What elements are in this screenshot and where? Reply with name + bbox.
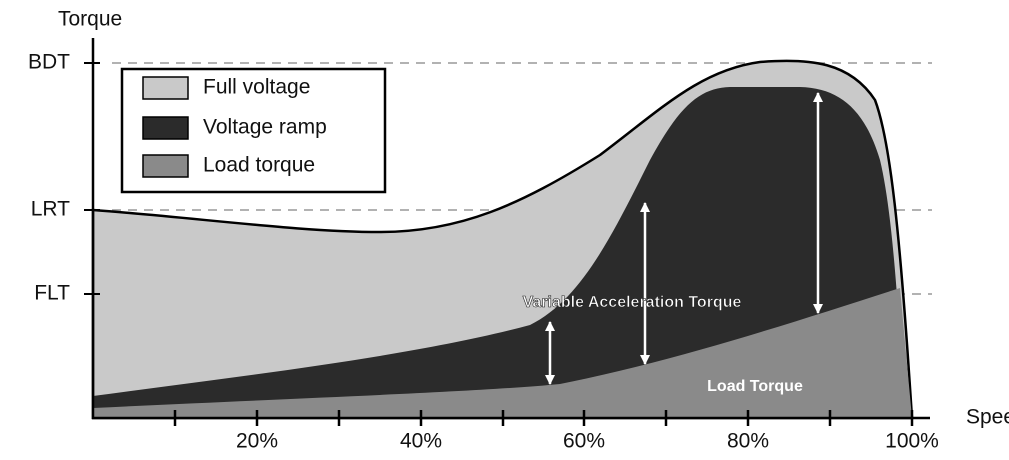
x-tick-label: 40%: [400, 430, 442, 453]
legend-swatch: [142, 154, 189, 178]
level-label: LRT: [31, 198, 70, 221]
torque-arrows: [545, 92, 823, 385]
load-torque-area: [93, 288, 912, 418]
level-label: FLT: [34, 282, 70, 305]
y-title: Torque: [58, 8, 122, 31]
x-tick-label: 100%: [885, 430, 939, 453]
legend-label: Load torque: [203, 154, 315, 177]
x-tick-label: 20%: [236, 430, 278, 453]
legend-label: Voltage ramp: [203, 116, 327, 139]
x-title: Speed: [966, 406, 1009, 429]
voltage-ramp-area: [93, 87, 905, 418]
legend: Full voltage Voltage ramp Load torque: [120, 67, 387, 194]
acceleration-label: Variable Acceleration Torque: [523, 294, 742, 311]
legend-swatch: [142, 76, 189, 100]
x-tick-label: 60%: [563, 430, 605, 453]
x-ticks: [173, 410, 914, 426]
y-ticks: [84, 62, 100, 295]
load-label: Load Torque: [707, 378, 803, 395]
x-tick-label: 80%: [727, 430, 769, 453]
legend-label: Full voltage: [203, 76, 310, 99]
legend-swatch: [142, 116, 189, 140]
level-label: BDT: [28, 51, 70, 74]
